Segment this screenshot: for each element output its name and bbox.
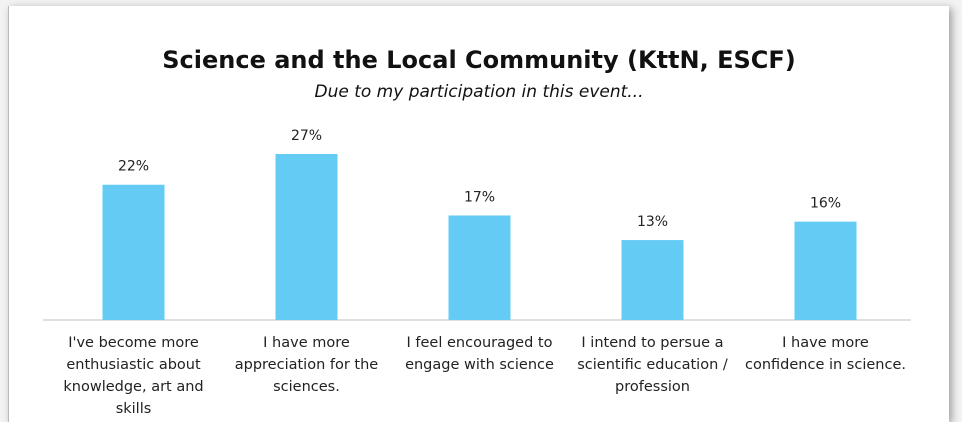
bar bbox=[794, 221, 857, 320]
chart-subtitle: Due to my participation in this event... bbox=[314, 82, 644, 102]
category-label: I intend to persue a scientific educatio… bbox=[577, 335, 728, 395]
bar bbox=[448, 215, 511, 320]
bar bbox=[275, 154, 338, 320]
value-label: 17% bbox=[464, 189, 495, 205]
plot: 22% 27% 17% 13% 16% bbox=[43, 128, 911, 321]
value-label: 13% bbox=[637, 214, 668, 230]
category-label: I feel encouraged to engage with science bbox=[405, 335, 554, 373]
value-label: 27% bbox=[291, 128, 322, 144]
category-label: I've become more enthusiastic about know… bbox=[63, 335, 204, 416]
value-label: 16% bbox=[810, 196, 841, 212]
category-label: I have more appreciation for the science… bbox=[234, 335, 379, 395]
bar bbox=[102, 184, 165, 320]
chart-card: Science and the Local Community (KttN, E… bbox=[8, 6, 949, 422]
value-label: 22% bbox=[118, 159, 149, 175]
category-label: I have more confidence in science. bbox=[745, 335, 906, 373]
chart-title: Science and the Local Community (KttN, E… bbox=[162, 46, 796, 74]
bar bbox=[621, 240, 684, 320]
